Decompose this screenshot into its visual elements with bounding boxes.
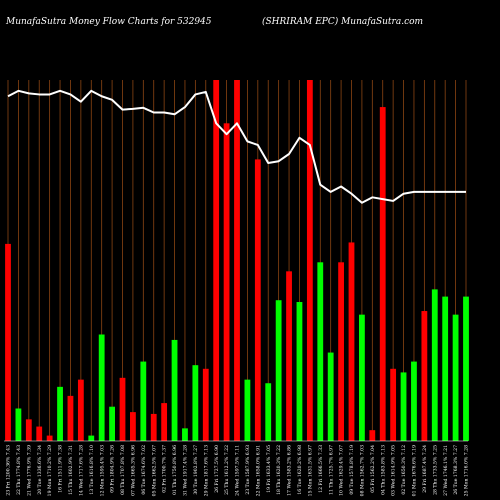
bar-down — [202, 368, 209, 441]
bar-up — [452, 314, 459, 441]
bar-up — [327, 352, 334, 441]
x-tick-label: 28 Thu 1733.5% 7.25 — [432, 445, 438, 495]
bar-series — [5, 80, 469, 442]
chart-title-left: MunafaSutra Money Flow Charts for 532945 — [5, 17, 212, 27]
bar-down — [390, 368, 397, 441]
x-tick-label: 16 Fri 1511.9% 7.38 — [58, 445, 64, 493]
bar-down — [119, 377, 126, 441]
x-tick-label: 19 Mon 1710.2% 7.29 — [47, 445, 53, 496]
bar-up — [192, 365, 199, 441]
bar-down — [67, 395, 74, 441]
bar-up — [411, 361, 417, 441]
bar-down — [223, 123, 230, 441]
bar-up — [275, 300, 282, 441]
price-line-path — [7, 89, 466, 204]
x-tick-label: 12 Mon 1595.4% 7.03 — [99, 445, 105, 496]
bar-up — [463, 296, 469, 441]
bar-down — [254, 159, 261, 442]
x-tick-label: 09 Tue 1578.8% 7.19 — [349, 445, 355, 495]
x-tick-label: 11 Thu 1725.7% 6.97 — [328, 445, 334, 495]
x-tick-label: 31 Wed 1917.4% 7.28 — [183, 445, 189, 496]
bar-down — [25, 419, 32, 441]
x-tick-label: 24 Wed 1597.5% 7.11 — [235, 445, 241, 496]
bar-up — [359, 314, 365, 441]
bar-up — [244, 379, 251, 441]
x-tick-label: 19 Fri 1633.4% 7.05 — [266, 445, 272, 493]
bar-up — [57, 386, 63, 441]
bar-down — [234, 80, 240, 441]
x-tick-label: 20 Tue 1336.6% 7.34 — [37, 445, 43, 495]
bar-up — [140, 361, 147, 441]
bar-down — [161, 403, 168, 441]
bar-up — [171, 339, 178, 441]
x-tick-label: 09 Fri 1804.9% 7.26 — [110, 445, 116, 493]
x-axis-tick-labels: 23 Fri 1200.36% 7.43 22 Thu 1774.8% 7.43 2… — [6, 445, 470, 496]
x-tick-label: 22 Thu 1774.8% 7.43 — [16, 445, 22, 495]
bar-down — [46, 435, 53, 441]
bar-down — [286, 271, 292, 441]
price-line — [7, 89, 466, 204]
x-tick-label: 18 Thu 1620.3% 7.22 — [276, 445, 282, 495]
bar-down — [150, 413, 157, 441]
x-tick-label: 21 Wed 1776.9% 7.39 — [26, 445, 32, 496]
x-tick-label: 27 Wed 1746.1% 7.21 — [443, 445, 449, 496]
bar-down — [5, 243, 11, 441]
x-tick-label: 29 Fri 1687.4% 7.24 — [422, 445, 428, 493]
x-tick-label: 14 Wed 1717.6% 7.28 — [78, 445, 84, 496]
x-tick-label: 26 Tue 1768.3% 7.27 — [453, 445, 459, 495]
x-tick-label: 22 Mon 1658.0% 6.91 — [255, 445, 261, 496]
bar-down — [348, 242, 355, 441]
chart-title-right: (SHRIRAM EPC) MunafaSutra.com — [262, 16, 423, 27]
x-tick-label: 05 Fri 1562.2% 7.04 — [370, 445, 376, 493]
bar-up — [431, 289, 438, 441]
bar-up — [109, 406, 115, 441]
bar-up — [88, 435, 95, 441]
x-tick-label: 17 Wed 1583.2% 6.86 — [287, 445, 293, 496]
x-tick-label: 10 Wed 1629.4% 7.07 — [339, 445, 345, 496]
x-tick-label: 01 Thu 1750.8% 6.96 — [172, 445, 178, 495]
bar-up — [442, 296, 449, 441]
x-tick-label: 02 Fri 1700.7% 7.37 — [162, 445, 168, 493]
bar-down — [77, 379, 84, 441]
x-tick-label: 12 Fri 1666.5% 7.33 — [318, 445, 324, 493]
bar-down — [306, 80, 313, 441]
bar-down — [379, 107, 386, 441]
bar-up — [317, 262, 324, 441]
x-tick-label: 15 Mon 1631.5% 6.97 — [307, 445, 313, 496]
x-tick-label: 02 Tue 1650.3% 7.12 — [401, 445, 407, 495]
x-tick-label: 15 Thu 1602.9% 7.31 — [68, 445, 74, 495]
x-tick-label: 08 Mon 1562.7% 7.03 — [360, 445, 366, 496]
x-tick-label: 30 Tue 1902.8% 7.27 — [193, 445, 199, 495]
x-tick-label: 23 Tue 1587.9% 6.93 — [245, 445, 251, 495]
x-tick-label: 29 Mon 1817.6% 7.13 — [203, 445, 209, 496]
bar-down — [369, 430, 376, 441]
bar-up — [15, 408, 22, 441]
bar-up — [98, 334, 105, 441]
bar-up — [400, 372, 407, 441]
bar-down — [213, 80, 220, 441]
bar-down — [421, 311, 428, 441]
bar-up — [182, 428, 188, 441]
x-tick-label: 06 Tue 1674.6% 7.02 — [141, 445, 147, 495]
x-tick-label: 08 Thu 1707.8% 7.08 — [120, 445, 126, 495]
x-tick-label: 23 Fri 1200.36% 7.43 — [6, 445, 12, 496]
x-tick-label: 25 Mon 1716.0% 7.28 — [464, 445, 470, 496]
x-tick-label: 01 Mon 1676.6% 7.19 — [412, 445, 418, 496]
x-tick-label: 07 Wed 1665.3% 6.96 — [131, 445, 137, 496]
x-tick-label: 16 Tue 1620.2% 6.98 — [297, 445, 303, 495]
bar-down — [36, 426, 43, 441]
x-tick-label: 13 Tue 1616.8% 7.10 — [89, 445, 95, 495]
bar-down — [338, 262, 344, 441]
x-tick-label: 03 Wed 1614.9% 7.05 — [391, 445, 397, 496]
x-tick-label: 26 Fri 1727.5% 6.90 — [214, 445, 220, 493]
bar-up — [296, 302, 303, 441]
x-tick-label: 25 Thu 1612.2% 7.22 — [224, 445, 230, 495]
bar-up — [265, 383, 272, 441]
bar-down — [130, 412, 136, 441]
x-tick-label: 04 Thu 1583.8% 7.13 — [380, 445, 386, 495]
x-tick-label: 05 Mon 1662.5% 7.07 — [151, 445, 157, 496]
